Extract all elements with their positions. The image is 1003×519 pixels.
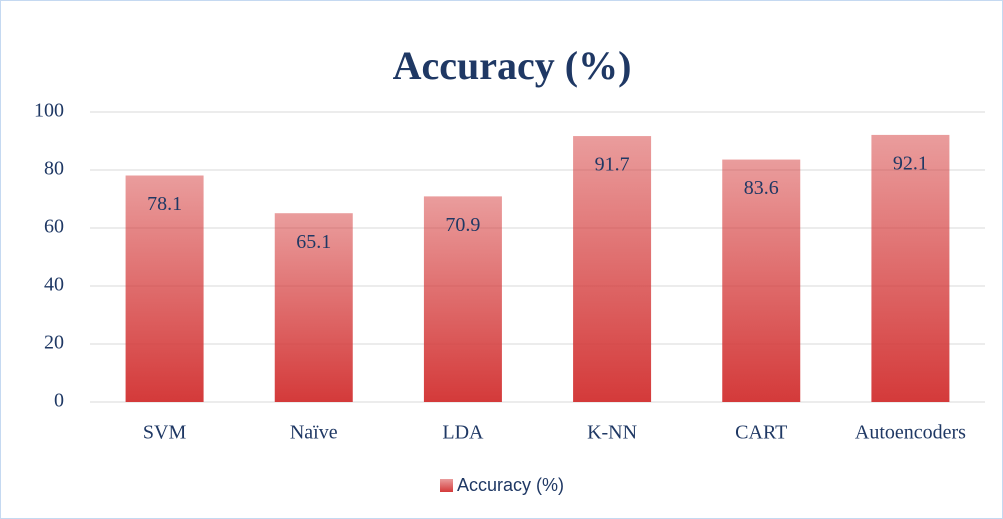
bar xyxy=(573,136,652,402)
y-tick-label: 80 xyxy=(44,158,64,180)
bar xyxy=(274,213,353,402)
value-label: 91.7 xyxy=(595,154,630,176)
value-label: 70.9 xyxy=(445,214,480,236)
legend-swatch xyxy=(440,479,453,492)
x-tick-label: SVM xyxy=(143,422,187,444)
bar xyxy=(125,175,204,402)
value-label: 92.1 xyxy=(893,153,928,175)
x-tick-label: Autoencoders xyxy=(855,422,966,444)
value-label: 78.1 xyxy=(147,193,182,215)
y-tick-label: 20 xyxy=(44,332,64,354)
chart-title: Accuracy (%) xyxy=(393,43,632,88)
y-tick-label: 0 xyxy=(54,390,64,412)
y-tick-label: 40 xyxy=(44,274,64,296)
y-tick-label: 100 xyxy=(34,100,64,122)
x-tick-label: LDA xyxy=(442,422,484,444)
x-tick-label: Naïve xyxy=(290,422,338,444)
bar xyxy=(871,134,950,402)
y-tick-label: 60 xyxy=(44,216,64,238)
value-label: 65.1 xyxy=(296,231,331,253)
x-tick-label: CART xyxy=(735,422,787,444)
x-tick-label: K-NN xyxy=(587,422,637,444)
bar xyxy=(722,159,801,402)
legend-label: Accuracy (%) xyxy=(457,475,564,495)
value-label: 83.6 xyxy=(744,177,779,199)
bar xyxy=(423,196,502,402)
